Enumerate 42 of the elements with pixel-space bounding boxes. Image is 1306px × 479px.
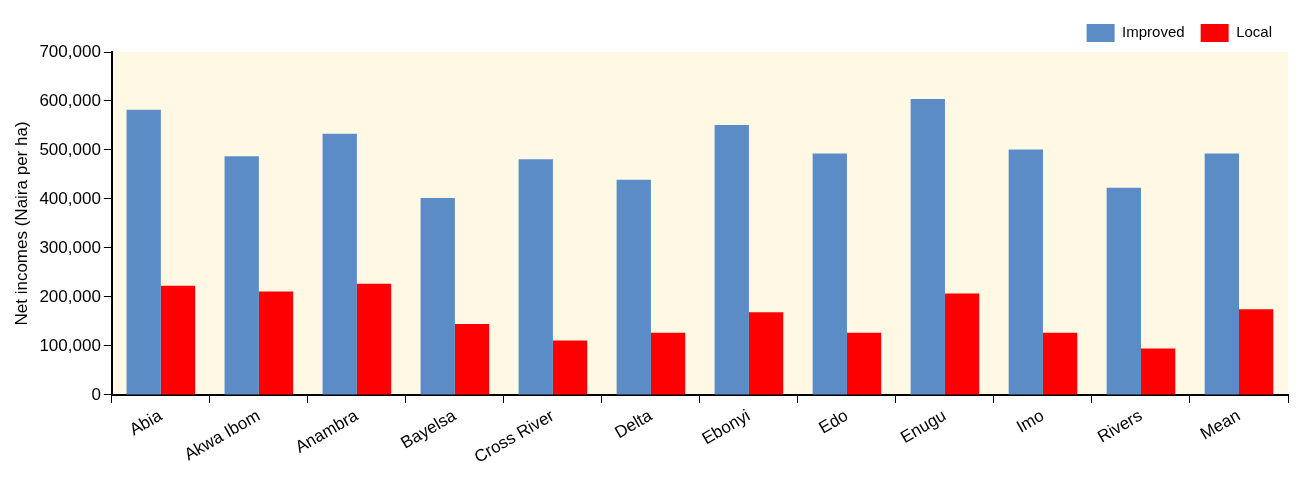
bar: [846, 332, 882, 395]
legend-label: Improved: [1122, 23, 1185, 41]
x-tick-label: Akwa Ibom: [180, 405, 264, 465]
bar: [910, 99, 945, 395]
bar: [1140, 348, 1176, 395]
bar: [1204, 153, 1239, 395]
bar: [518, 159, 553, 395]
bar: [420, 198, 455, 395]
y-tick-label: 200,000: [39, 286, 101, 306]
bar: [1238, 309, 1274, 395]
bar: [650, 332, 686, 395]
x-tick-label: Delta: [611, 405, 656, 443]
legend-label: Local: [1236, 23, 1272, 41]
x-tick-label: Mean: [1197, 405, 1244, 444]
y-tick-label: 300,000: [39, 237, 101, 257]
bar: [616, 179, 651, 395]
y-tick-label: 700,000: [39, 41, 101, 61]
bar: [1042, 332, 1078, 395]
bar: [1106, 187, 1141, 395]
y-tick-label: 0: [91, 384, 101, 404]
x-tick-label: Cross River: [470, 405, 558, 467]
bar: [126, 109, 161, 395]
bar: [160, 285, 196, 395]
bar: [224, 156, 259, 395]
bar: [944, 293, 980, 395]
bar: [454, 323, 490, 395]
bar: [322, 133, 357, 395]
y-tick-label: 600,000: [39, 90, 101, 110]
bar: [258, 291, 294, 395]
bar: [356, 283, 392, 395]
x-tick-label: Imo: [1013, 405, 1048, 437]
y-tick-label: 100,000: [39, 335, 101, 355]
bar: [714, 125, 749, 395]
x-tick-label: Edo: [815, 405, 852, 438]
x-tick-label: Abia: [126, 405, 166, 440]
y-tick-label: 400,000: [39, 188, 101, 208]
bar: [552, 340, 588, 395]
bar: [748, 312, 784, 395]
y-axis-title: Net incomes (Naira per ha): [11, 121, 31, 326]
bar: [812, 153, 847, 395]
bar: [1008, 149, 1043, 395]
y-tick-label: 500,000: [39, 139, 101, 159]
